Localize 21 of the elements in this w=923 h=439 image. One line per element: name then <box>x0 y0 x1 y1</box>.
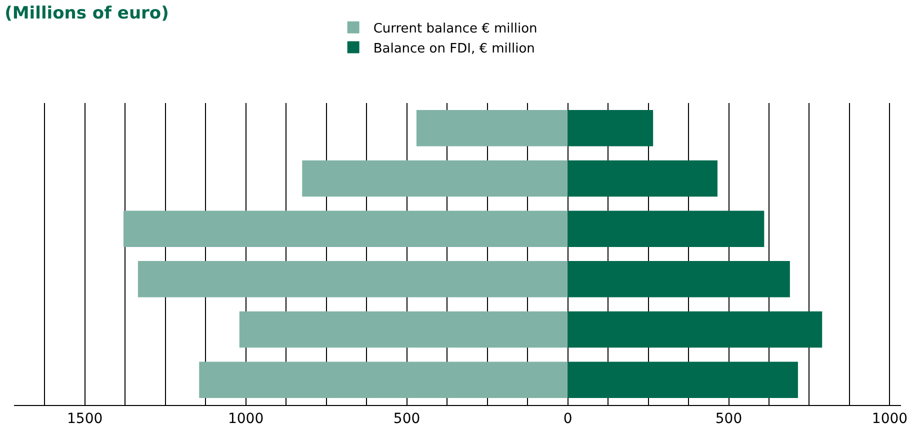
bar <box>568 311 822 348</box>
bar <box>239 311 568 348</box>
legend-label: Current balance € million <box>373 21 538 36</box>
x-tick-label: 1000 <box>228 410 264 427</box>
bar <box>123 210 568 247</box>
legend-label: Balance on FDI, € million <box>373 41 535 56</box>
x-tick-label: 0 <box>563 410 572 427</box>
x-tick-label: 1000 <box>872 410 908 427</box>
x-tick-label: 500 <box>393 410 420 427</box>
x-tick-label: 1500 <box>67 410 103 427</box>
bar <box>568 110 654 146</box>
bar <box>416 110 568 146</box>
x-tick-label: 500 <box>715 410 742 427</box>
bar <box>568 261 790 298</box>
bar <box>568 210 764 247</box>
chart-title: (Millions of euro) <box>4 3 169 24</box>
bar <box>568 362 798 398</box>
bar <box>199 362 568 398</box>
bar <box>302 160 568 197</box>
bar <box>568 160 718 197</box>
bar <box>138 261 568 298</box>
